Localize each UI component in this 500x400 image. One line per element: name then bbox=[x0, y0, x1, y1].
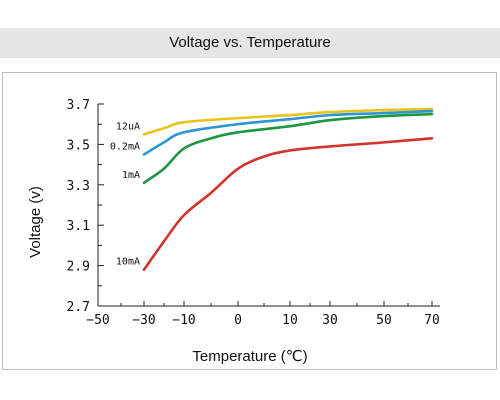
series-labels: 12uA 0.2mA 1mA 10mA bbox=[110, 121, 140, 267]
series-label-10ma: 10mA bbox=[116, 257, 140, 268]
series-label-1ma: 1mA bbox=[122, 170, 140, 181]
x-tick-label: −50 bbox=[86, 313, 109, 328]
y-tick-label: 3.1 bbox=[67, 219, 90, 234]
x-tick-label: −10 bbox=[172, 313, 195, 328]
y-tick-label: 2.7 bbox=[67, 300, 90, 315]
y-tick-label: 3.3 bbox=[67, 179, 90, 194]
series-line-10ma bbox=[142, 137, 434, 271]
chart-frame bbox=[2, 72, 497, 370]
chart-title: Voltage vs. Temperature bbox=[169, 34, 331, 51]
y-tick-label: 2.9 bbox=[67, 260, 90, 275]
x-tick-label: 50 bbox=[376, 313, 392, 328]
axes bbox=[97, 103, 440, 307]
x-tick-label: −30 bbox=[132, 313, 155, 328]
series-label-02ma: 0.2mA bbox=[110, 142, 140, 153]
x-tick-label: 0 bbox=[234, 313, 242, 328]
y-tick-label: 3.5 bbox=[67, 138, 90, 153]
title-bar: Voltage vs. Temperature bbox=[0, 28, 500, 58]
x-tick-label: 70 bbox=[424, 313, 440, 328]
x-tick-label: 10 bbox=[282, 313, 298, 328]
series-label-12ua: 12uA bbox=[116, 121, 140, 132]
x-axis-label: Temperature (℃) bbox=[192, 348, 307, 365]
series-lines bbox=[142, 107, 434, 271]
x-tick-label: 30 bbox=[322, 313, 338, 328]
series-line-02ma bbox=[142, 109, 434, 156]
series-line-1ma bbox=[142, 112, 434, 185]
y-axis-label: Voltage (v) bbox=[27, 186, 44, 258]
tick-labels: 2.7 2.9 3.1 3.3 3.5 3.7 −50 −30 −10 0 10 30 50 70 bbox=[67, 98, 440, 328]
y-tick-label: 3.7 bbox=[67, 98, 90, 113]
series-line-12ua bbox=[142, 107, 434, 136]
